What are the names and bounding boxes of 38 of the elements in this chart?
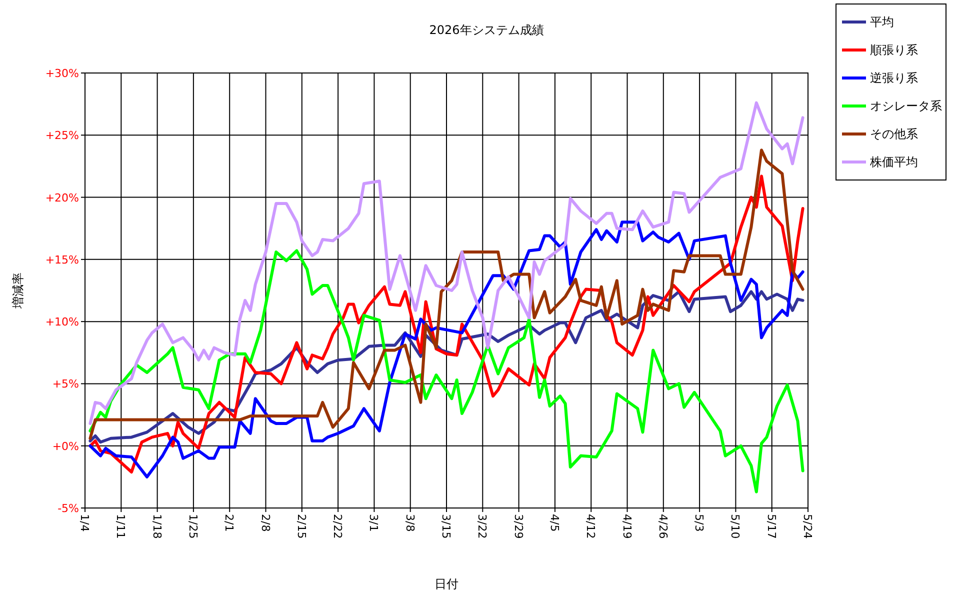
xtick: 2/22 bbox=[331, 514, 344, 539]
xtick: 3/1 bbox=[367, 514, 380, 532]
xtick: 5/10 bbox=[728, 514, 742, 539]
xtick: 3/22 bbox=[476, 514, 489, 539]
xlabel: 日付 bbox=[434, 577, 458, 591]
title: 2026年システム成績 bbox=[429, 23, 544, 37]
xtick: 5/24 bbox=[801, 514, 814, 539]
xtick: 2/1 bbox=[222, 514, 236, 532]
ytick: +0% bbox=[52, 440, 79, 453]
xtick: 5/3 bbox=[692, 514, 706, 532]
xtick: 4/5 bbox=[548, 514, 561, 532]
legend-label: その他系 bbox=[870, 127, 918, 141]
xtick: 1/4 bbox=[78, 514, 91, 532]
xtick: 3/15 bbox=[440, 514, 452, 539]
ytick: -5% bbox=[58, 502, 79, 515]
xtick: 1/11 bbox=[114, 514, 128, 539]
xtick: 4/26 bbox=[656, 514, 670, 539]
legend-label: 株価平均 bbox=[869, 155, 918, 169]
xtick: 2/8 bbox=[258, 514, 272, 532]
xtick: 5/17 bbox=[764, 514, 778, 539]
ytick: +30% bbox=[45, 67, 79, 80]
xtick: 3/29 bbox=[512, 514, 525, 539]
xtick: 2/15 bbox=[294, 514, 308, 539]
ytick: +5% bbox=[52, 378, 79, 391]
ytick: +10% bbox=[45, 316, 79, 329]
xtick: 4/12 bbox=[584, 514, 598, 539]
xtick: 1/18 bbox=[150, 514, 164, 539]
xtick: 1/25 bbox=[186, 514, 200, 539]
ytick: +25% bbox=[45, 129, 79, 142]
legend-label: オシレータ系 bbox=[870, 99, 942, 113]
ytick: +15% bbox=[45, 253, 79, 266]
ytick: +20% bbox=[45, 191, 79, 204]
legend-label: 平均 bbox=[870, 15, 894, 29]
legend-label: 順張り系 bbox=[870, 43, 918, 57]
legend-label: 逆張り系 bbox=[870, 71, 918, 85]
ylabel: 増減率 bbox=[11, 272, 25, 308]
xtick: 4/19 bbox=[620, 514, 634, 539]
xtick: 3/8 bbox=[403, 514, 416, 532]
